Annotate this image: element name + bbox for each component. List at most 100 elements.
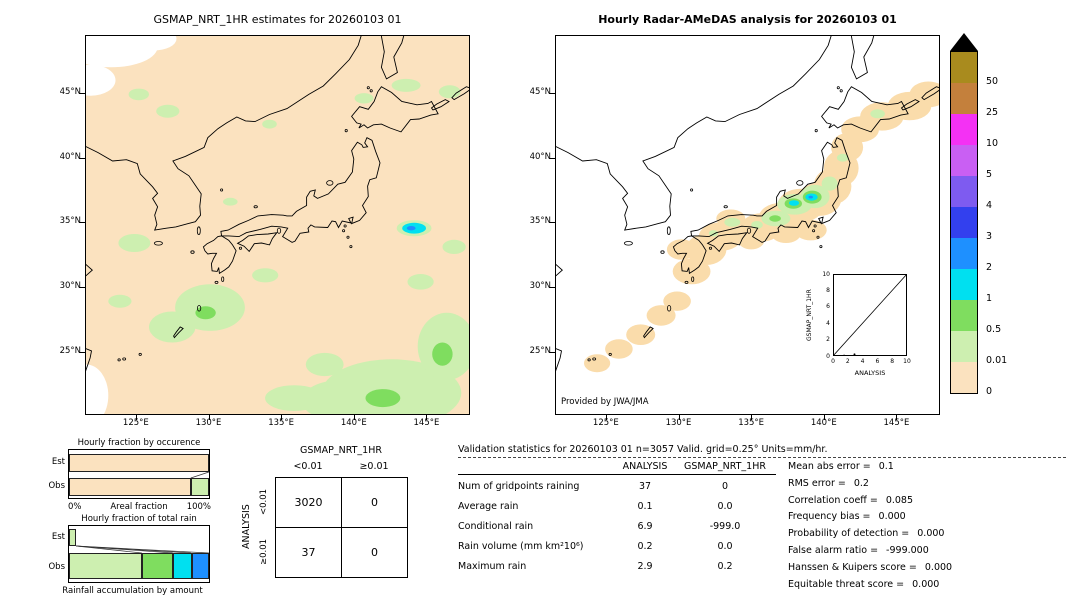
colorbar-tick-label: 3 <box>986 231 993 242</box>
colorbar-tick-label: 1 <box>986 293 993 304</box>
metric-label: RMS error = <box>788 477 846 489</box>
contingency-row-group-header: ANALYSIS <box>241 504 252 550</box>
metric-line: Mean abs error = 0.1 <box>788 459 952 476</box>
gsmap-map-canvas <box>85 35 470 415</box>
contingency-grid: 3020 0 37 0 <box>275 477 408 578</box>
total-rain-chart-title: Hourly fraction of total rain <box>81 514 197 524</box>
stats-title: Validation statistics for 20260103 01 n=… <box>458 444 828 455</box>
colorbar-tick-label: 0 <box>986 386 993 397</box>
stats-metrics: Mean abs error = 0.1 RMS error = 0.2 Corre… <box>788 459 952 593</box>
total-rain-axis-label: Rainfall accumulation by amount <box>62 586 203 596</box>
metric-line: Frequency bias = 0.000 <box>788 509 952 526</box>
tick-mark <box>550 222 555 223</box>
metric-line: Equitable threat score = 0.000 <box>788 577 952 594</box>
stats-header-row: ANALYSIS GSMAP_NRT_1HR <box>458 460 776 474</box>
metric-value: 0.000 <box>924 561 953 573</box>
colorbar-cell <box>951 269 977 300</box>
stat-label: Rain volume (mm km²10⁶) <box>458 541 584 552</box>
estimate-bar <box>69 529 209 546</box>
contingency-table: GSMAP_NRT_1HR <0.01 ≥0.01 ANALYSIS <0.01… <box>237 445 415 591</box>
colorbar-overflow-arrow-icon <box>950 33 978 51</box>
total-rain-chart-box <box>68 525 210 583</box>
colorbar: 50 25 10 5 4 3 2 1 0.5 0.01 0 <box>950 33 1022 397</box>
stats-row: Rain volume (mm km²10⁶) 0.2 0.0 <box>458 537 776 557</box>
stats-row: Num of gridpoints raining 37 0 <box>458 477 776 497</box>
x-axis-max-label: 100% <box>186 502 211 512</box>
tick-mark <box>679 415 680 420</box>
stats-row: Maximum rain 2.9 0.2 <box>458 557 776 577</box>
right-map-title: Hourly Radar-AMeDAS analysis for 2026010… <box>598 13 897 26</box>
metric-label: False alarm ratio = <box>788 544 879 556</box>
bar-segment <box>69 454 209 472</box>
fraction-charts: Hourly fraction by occurence 0% Areal fr… <box>45 438 220 610</box>
colorbar-cell <box>951 207 977 238</box>
stat-label: Num of gridpoints raining <box>458 481 580 492</box>
bar-connector-lines <box>190 471 209 479</box>
colorbar-cell <box>951 83 977 114</box>
contingency-col-label: ≥0.01 <box>359 461 389 472</box>
lon-tick-label: 135°E <box>268 418 295 428</box>
tick-mark <box>824 415 825 420</box>
colorbar-cells <box>950 51 978 394</box>
tick-mark <box>606 415 607 420</box>
stat-value: -999.0 <box>709 521 741 532</box>
inset-x-tick-label: 2 <box>845 358 850 365</box>
stat-value: 0.2 <box>637 541 653 552</box>
tick-mark <box>80 222 85 223</box>
colorbar-cell <box>951 145 977 176</box>
metric-line: RMS error = 0.2 <box>788 476 952 493</box>
colorbar-cell <box>951 300 977 331</box>
x-axis-title: Areal fraction <box>110 502 168 512</box>
bar-segment <box>190 478 209 496</box>
lon-tick-label: 130°E <box>665 418 692 428</box>
tick-mark <box>550 93 555 94</box>
tick-mark <box>426 415 427 420</box>
credit-text: Provided by JWA/JMA <box>561 397 649 407</box>
metric-line: Probability of detection = 0.000 <box>788 526 952 543</box>
metric-value: 0.000 <box>912 578 940 590</box>
inset-x-tick-label: 8 <box>890 358 895 365</box>
colorbar-cell <box>951 176 977 207</box>
dashed-divider <box>458 457 1066 458</box>
metric-value: 0.1 <box>878 461 894 472</box>
colorbar-tick-label: 10 <box>986 138 999 149</box>
metric-value: 0.085 <box>885 494 914 506</box>
tick-mark <box>209 415 210 420</box>
stat-value: 0.0 <box>717 541 733 552</box>
tick-mark <box>136 415 137 420</box>
radar-amedas-map: GSMAP_NRT_1HR ANALYSIS 0 0 2 2 4 4 6 6 8 8 10 10 Pr… <box>530 35 940 428</box>
metric-line: Hanssen & Kuipers score = 0.000 <box>788 560 952 577</box>
bar-connector-lines <box>75 545 209 554</box>
lat-tick-label: 45°N <box>529 87 551 98</box>
divider <box>458 474 776 475</box>
lat-tick-label: 45°N <box>59 87 81 98</box>
lat-tick-label: 40°N <box>59 151 81 162</box>
stats-col-header: GSMAP_NRT_1HR <box>684 461 766 472</box>
stat-value: 2.9 <box>637 561 653 572</box>
inset-y-tick-label: 8 <box>826 286 830 294</box>
scatter-inset: GSMAP_NRT_1HR ANALYSIS 0 0 2 2 4 4 6 6 8 8 10 10 <box>803 268 915 390</box>
inset-y-tick-label: 4 <box>826 319 830 327</box>
bar-segment <box>69 478 191 496</box>
stats-row: Conditional rain 6.9 -999.0 <box>458 517 776 537</box>
tick-mark <box>80 287 85 288</box>
metric-value: 0.2 <box>853 477 869 489</box>
stat-value: 37 <box>638 481 652 492</box>
colorbar-tick-label: 0.01 <box>986 355 1008 366</box>
x-axis-min-label: 0% <box>68 502 82 512</box>
lon-tick-label: 145°E <box>883 418 910 428</box>
inset-y-tick-label: 6 <box>826 303 830 311</box>
stat-value: 6.9 <box>637 521 653 532</box>
lat-tick-label: 30°N <box>529 280 551 291</box>
inset-x-tick-label: 10 <box>903 358 911 365</box>
colorbar-tick-label: 2 <box>986 262 993 273</box>
tick-mark <box>896 415 897 420</box>
stat-label: Average rain <box>458 501 519 512</box>
colorbar-cell <box>951 114 977 145</box>
contingency-cell: 0 <box>341 477 408 528</box>
lat-tick-label: 35°N <box>59 216 81 227</box>
inset-x-tick-label: 4 <box>860 358 865 365</box>
metric-line: False alarm ratio = -999.000 <box>788 543 952 560</box>
colorbar-cell <box>951 331 977 362</box>
